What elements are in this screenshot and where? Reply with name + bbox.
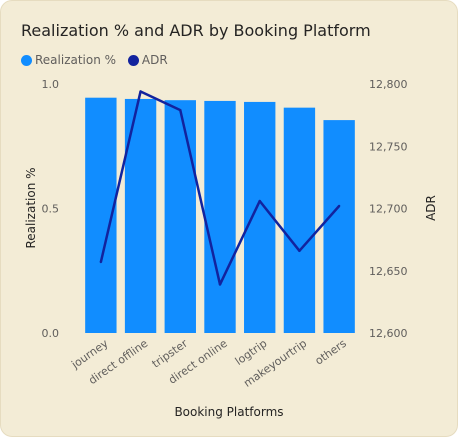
- legend-marker-adr: [127, 54, 139, 66]
- legend-label-realization: Realization %: [35, 53, 117, 67]
- y2-tick-label: 12,700: [369, 203, 408, 216]
- legend-label-adr: ADR: [141, 53, 168, 67]
- y-tick-label: 0.0: [42, 327, 60, 340]
- bar-others: [323, 120, 355, 333]
- y-tick-label: 1.0: [42, 78, 60, 91]
- adr-point-makeyourtrip: [298, 249, 301, 253]
- y2-tick-label: 12,650: [369, 265, 408, 278]
- chart-title: Realization % and ADR by Booking Platfor…: [21, 21, 371, 40]
- bar-logtrip: [244, 101, 276, 333]
- x-axis-title: Booking Platforms: [174, 405, 283, 419]
- x-tick-label: others: [313, 337, 349, 368]
- y2-tick-label: 12,600: [369, 327, 408, 340]
- adr-point-direct-online: [218, 283, 222, 286]
- y2-tick-label: 12,800: [369, 78, 408, 91]
- bar-tripster: [164, 100, 196, 333]
- adr-point-journey: [99, 260, 103, 264]
- y2-tick-label: 12,750: [369, 140, 408, 153]
- adr-point-logtrip: [258, 199, 261, 203]
- bar-makeyourtrip: [283, 107, 316, 333]
- legend-item-adr[interactable]: ADR: [127, 53, 168, 67]
- legend-marker-realization: [21, 54, 32, 66]
- adr-point-others: [337, 204, 341, 208]
- adr-point-tripster: [179, 108, 182, 112]
- legend-item-realization[interactable]: Realization %: [21, 53, 116, 67]
- y2-axis-title: ADR: [424, 195, 438, 221]
- y-axis-title: Realization %: [24, 167, 38, 248]
- bar-direct-online: [204, 100, 236, 333]
- chart-legend: Realization % ADR: [21, 53, 176, 69]
- y-tick-label: 0.5: [42, 203, 60, 216]
- adr-point-direct-offline: [139, 90, 142, 93]
